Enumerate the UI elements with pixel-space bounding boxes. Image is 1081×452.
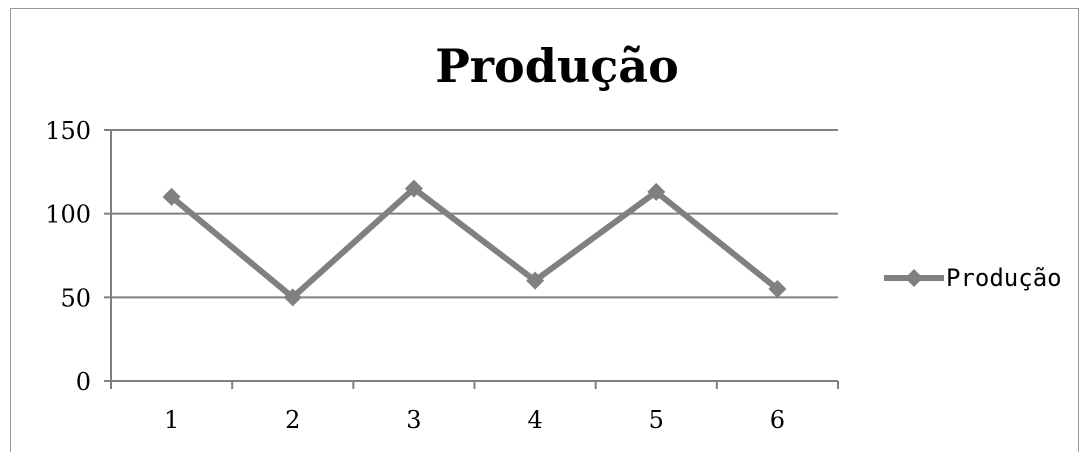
chart-frame — [10, 8, 1079, 452]
legend-label: Produção — [946, 264, 1062, 292]
x-tick-label: 2 — [285, 406, 300, 434]
data-point-marker — [647, 182, 666, 201]
legend: Produção — [884, 264, 1062, 292]
y-tick-label: 100 — [45, 201, 91, 229]
x-tick-label: 3 — [406, 406, 421, 434]
data-point-marker — [162, 187, 181, 206]
y-tick-label: 50 — [60, 284, 91, 312]
data-point-marker — [404, 179, 423, 198]
chart-title: Produção — [435, 39, 679, 93]
x-tick-label: 4 — [527, 406, 542, 434]
x-tick-label: 5 — [649, 406, 664, 434]
y-tick-label: 150 — [45, 117, 91, 145]
y-tick-label: 0 — [76, 368, 91, 396]
legend-marker — [905, 269, 923, 287]
data-point-marker — [283, 288, 302, 307]
data-point-marker — [768, 279, 787, 298]
series-layer — [162, 179, 787, 307]
series-line — [169, 185, 780, 301]
x-tick-label: 1 — [164, 406, 179, 434]
gridlines — [111, 129, 838, 299]
data-point-marker — [526, 271, 545, 290]
x-tick-label: 6 — [770, 406, 785, 434]
axes: 0 50 100 150 1 2 3 4 5 6 — [45, 117, 839, 434]
